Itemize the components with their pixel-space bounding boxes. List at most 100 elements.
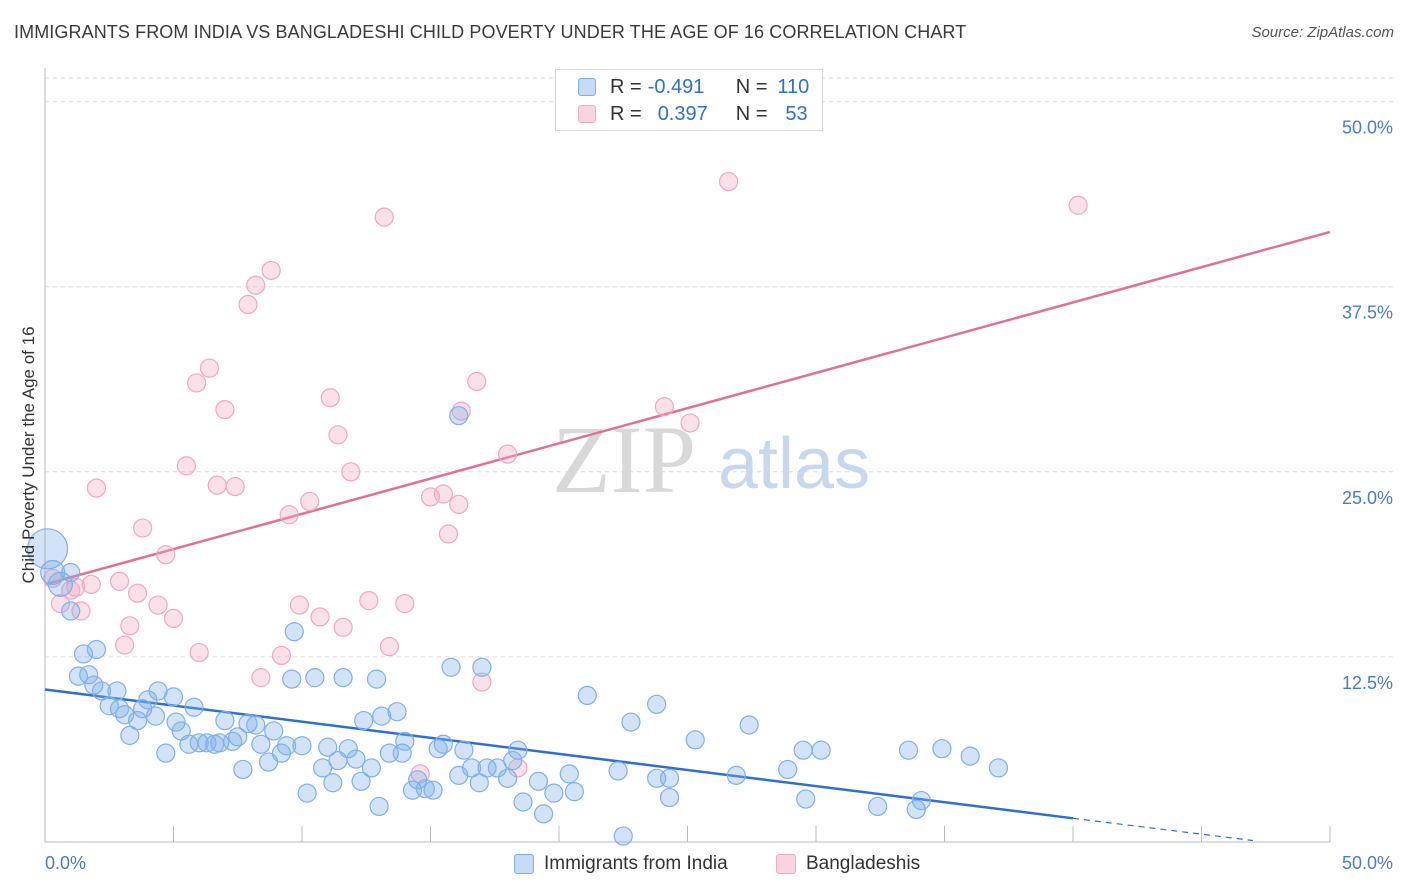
india-point xyxy=(423,780,443,800)
india-point xyxy=(305,668,325,688)
india-point xyxy=(68,666,89,686)
india-point xyxy=(621,712,641,732)
bangladeshi-point xyxy=(320,388,340,408)
india-point xyxy=(793,740,813,760)
bangladeshi-point xyxy=(81,574,101,594)
india-point xyxy=(613,826,633,846)
india-point xyxy=(932,739,952,759)
india-point xyxy=(361,758,381,778)
bangladeshi-point xyxy=(271,645,292,666)
india-point xyxy=(462,758,482,778)
legend-r-label: R = xyxy=(610,75,642,98)
india-point xyxy=(739,715,759,735)
india-point xyxy=(898,740,919,760)
bangladeshi-point xyxy=(1068,195,1088,215)
legend-n-value: 110 xyxy=(777,75,810,98)
bangladeshi-point xyxy=(86,478,107,498)
bangladeshi-point xyxy=(50,593,71,614)
bangladeshi-point xyxy=(215,400,235,420)
india-point xyxy=(61,562,81,583)
bangladeshi-point xyxy=(289,595,310,615)
bangladeshi-point xyxy=(279,505,299,525)
india-point xyxy=(109,699,130,719)
bangladeshi-point xyxy=(163,608,184,629)
bangladeshi-point xyxy=(498,444,518,464)
bottom-legend-india: Immigrants from India xyxy=(514,850,728,878)
bangladeshi-point xyxy=(359,591,379,611)
india-point xyxy=(472,657,492,677)
india-point xyxy=(577,685,597,706)
india-point xyxy=(469,773,489,793)
india-point xyxy=(503,750,523,771)
india-point xyxy=(988,758,1009,778)
bangladeshi-point xyxy=(300,491,320,512)
bangladeshi-point xyxy=(246,275,266,295)
bangladeshi-point xyxy=(438,524,459,544)
y-tick-label: 25.0% xyxy=(1342,488,1393,508)
india-point xyxy=(544,783,564,803)
legend-swatch-blue xyxy=(578,78,596,96)
bangladeshi-point xyxy=(467,371,487,392)
bangladeshi-point xyxy=(189,642,209,663)
bangladeshi-trend-line xyxy=(44,230,1331,586)
india-point xyxy=(163,687,184,707)
india-point xyxy=(778,759,798,780)
bangladeshi-point xyxy=(187,373,207,393)
india-point xyxy=(659,768,680,788)
india-point xyxy=(533,804,554,824)
india-point xyxy=(318,737,338,757)
bangladeshi-point xyxy=(395,593,415,614)
india-point xyxy=(166,712,186,732)
bangladeshi-point xyxy=(719,171,739,192)
bangladeshi-point xyxy=(156,545,176,565)
india-point xyxy=(433,734,453,754)
x-tick-label: 50.0% xyxy=(1342,853,1393,873)
india-trend-line xyxy=(44,688,1074,820)
india-point xyxy=(796,789,816,809)
india-point xyxy=(233,759,253,780)
legend-row-india: R = -0.491 N = 110 xyxy=(578,74,809,100)
bangladeshi-point xyxy=(310,607,330,627)
bottom-legend-bangladeshis: Bangladeshis xyxy=(776,850,920,878)
india-point xyxy=(276,736,297,756)
india-point xyxy=(264,721,284,741)
india-point xyxy=(156,743,176,763)
india-point xyxy=(346,749,366,769)
bangladeshi-point xyxy=(472,672,492,692)
india-point xyxy=(415,779,435,799)
india-point xyxy=(911,790,931,811)
india-point xyxy=(284,622,304,642)
bottom-legend-label: Bangladeshis xyxy=(806,853,921,874)
india-point xyxy=(292,736,312,756)
tick-labels: 12.5% 25.0% 37.5% 50.0% 0.0% 50.0% xyxy=(45,118,1393,873)
bangladeshi-point xyxy=(680,413,700,433)
india-point xyxy=(369,796,389,817)
y-tick-label: 50.0% xyxy=(1342,118,1393,138)
india-point xyxy=(333,668,353,688)
trend-lines xyxy=(44,230,1331,842)
legend-n-label: N = xyxy=(735,102,768,125)
legend-r-label: R = xyxy=(610,102,642,125)
bangladeshi-point xyxy=(199,358,220,378)
india-point xyxy=(282,669,302,689)
india-point xyxy=(647,694,667,714)
legend-row-bangladeshis: R = 0.397 N = 53 xyxy=(578,101,808,127)
india-point xyxy=(86,639,107,660)
watermark-zip: ZIP xyxy=(552,406,696,513)
india-point xyxy=(564,782,585,802)
bottom-swatch-blue xyxy=(514,854,534,874)
india-point xyxy=(868,796,888,817)
india-point xyxy=(906,799,926,820)
india-point xyxy=(215,710,235,731)
india-point xyxy=(477,758,497,778)
axes xyxy=(44,68,1331,843)
x-tick-label: 0.0% xyxy=(45,853,86,873)
bangladeshi-point xyxy=(109,571,130,591)
india-point xyxy=(297,783,317,803)
bangladeshi-point xyxy=(120,616,140,636)
india-point xyxy=(366,669,387,689)
bangladeshi-point xyxy=(66,577,86,597)
india-point xyxy=(338,739,358,759)
bangladeshi-point xyxy=(127,583,148,603)
